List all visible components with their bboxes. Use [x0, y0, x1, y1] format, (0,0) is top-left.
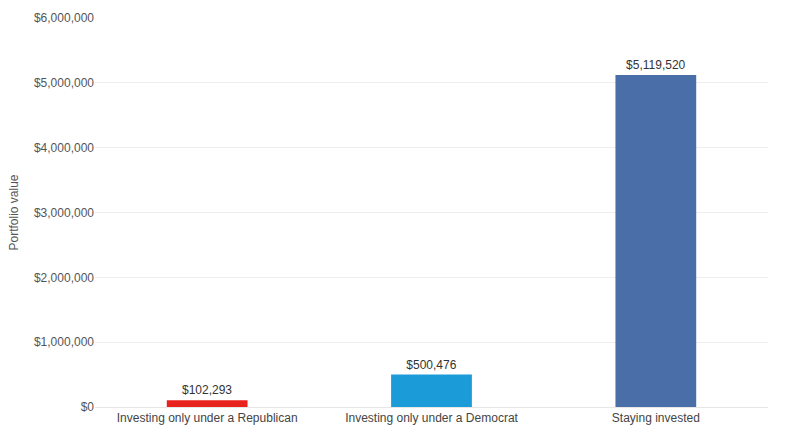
- svg-text:$0: $0: [81, 400, 95, 414]
- svg-text:$102,293: $102,293: [182, 383, 232, 397]
- svg-text:$1,000,000: $1,000,000: [34, 335, 94, 349]
- svg-text:Portfolio value: Portfolio value: [7, 174, 21, 250]
- svg-text:$500,476: $500,476: [406, 358, 456, 372]
- svg-text:Investing only under a Democra: Investing only under a Democrat: [345, 411, 518, 425]
- svg-text:$5,119,520: $5,119,520: [626, 58, 685, 72]
- svg-text:Staying invested: Staying invested: [612, 411, 700, 425]
- svg-text:$6,000,000: $6,000,000: [34, 11, 94, 25]
- svg-text:$2,000,000: $2,000,000: [34, 271, 94, 285]
- svg-text:$3,000,000: $3,000,000: [34, 206, 94, 220]
- svg-text:Investing only under a Republi: Investing only under a Republican: [117, 411, 298, 425]
- svg-text:$4,000,000: $4,000,000: [34, 141, 94, 155]
- svg-text:$5,000,000: $5,000,000: [34, 76, 94, 90]
